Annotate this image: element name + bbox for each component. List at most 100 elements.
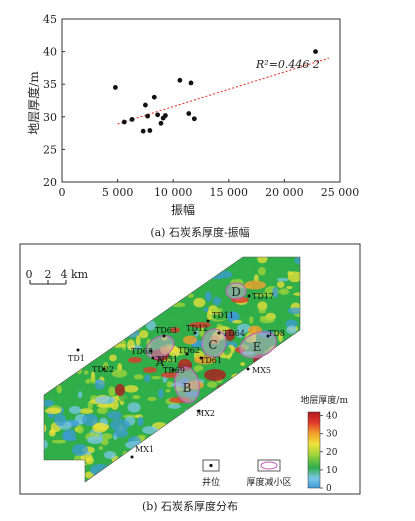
legend-well-dot xyxy=(209,463,213,468)
scatter-point xyxy=(129,117,135,122)
colorbar-tick-label: 10 xyxy=(326,466,338,476)
caption-a: (a) 石炭系厚度-振幅 xyxy=(150,225,249,239)
map-texture-cell xyxy=(223,346,232,356)
r-squared-annotation: R²=0.446 2 xyxy=(255,58,320,71)
trendline xyxy=(117,57,330,125)
scale-bar: 0 2 4 km xyxy=(26,268,89,285)
map-boundary xyxy=(43,256,301,483)
scatter-point xyxy=(140,128,146,134)
map-texture-cell xyxy=(285,325,297,335)
map-thin-cell xyxy=(54,414,66,426)
map-texture-cell xyxy=(276,277,289,282)
scatter-plot-frame xyxy=(61,18,341,183)
well-dot xyxy=(185,352,189,356)
zone-label: E xyxy=(253,340,262,354)
map-thin-cell xyxy=(142,426,158,434)
well-dot xyxy=(162,334,166,338)
map-texture-cell xyxy=(279,257,295,263)
map-texture-cell xyxy=(86,456,94,465)
map-texture-cell xyxy=(133,374,144,380)
x-tick-label: 10 000 xyxy=(154,186,193,199)
map-texture-cell xyxy=(165,388,171,393)
map-texture-cell xyxy=(294,257,300,265)
map-legend: 井位 厚度减小区 xyxy=(202,459,292,488)
map-texture-cell xyxy=(83,370,89,375)
legend-zone-label: 厚度减小区 xyxy=(246,476,291,488)
well-label: TD12 xyxy=(186,324,208,333)
well-label: TD51 xyxy=(156,355,178,364)
map-texture-cell xyxy=(245,257,255,261)
well-label: MX2 xyxy=(196,409,215,418)
map-texture-cell xyxy=(278,331,283,343)
map-texture-cell xyxy=(107,411,122,420)
well-dot xyxy=(171,368,175,372)
map-texture-cell xyxy=(127,402,141,413)
map-texture-cell xyxy=(96,403,112,408)
map-texture-cell xyxy=(276,319,282,330)
map-thin-cell xyxy=(64,429,76,441)
colorbar-title: 地层厚度/m xyxy=(300,394,348,406)
map-thin-cell xyxy=(104,451,116,459)
map-texture-cell xyxy=(217,270,233,279)
y-tick-label: 40 xyxy=(43,46,57,59)
legend-zone-ellipse xyxy=(260,461,278,470)
map-texture-cell xyxy=(216,323,223,328)
map-texture-cell xyxy=(253,274,259,283)
zone-label: D xyxy=(231,285,241,299)
map-texture-cell xyxy=(167,403,181,409)
map-thick-cell xyxy=(183,335,197,345)
map-texture-cell xyxy=(94,379,106,390)
map-thin-cell xyxy=(72,444,88,456)
well-label: MX5 xyxy=(252,366,271,375)
scatter-point xyxy=(177,77,183,83)
well-label: TD22 xyxy=(92,365,114,374)
map-texture-cell xyxy=(166,381,174,388)
well-dot xyxy=(266,334,270,338)
map-texture-cell xyxy=(44,439,48,450)
well-label: TD17 xyxy=(252,292,274,301)
zone-outline xyxy=(174,366,200,404)
map-thin-cell xyxy=(95,396,115,404)
colorbar-gradient xyxy=(307,411,321,489)
y-axis-label: 地层厚度/m xyxy=(26,71,41,135)
map-texture-cell xyxy=(259,317,275,324)
x-tick-label: 0 xyxy=(59,186,66,199)
map-texture-cell xyxy=(227,311,238,322)
zone-outline xyxy=(201,328,227,358)
x-tick-label: 15 000 xyxy=(210,186,249,199)
well-label: TD68 xyxy=(131,347,153,356)
map-texture-cell xyxy=(257,301,268,311)
map-texture-cell xyxy=(252,261,258,270)
colorbar-ticks: 0 10 20 30 40 xyxy=(320,412,338,494)
map-texture-cell xyxy=(213,312,227,321)
well-label: TD64 xyxy=(223,329,245,338)
map-texture-cell xyxy=(127,339,136,351)
scatter-point xyxy=(155,112,161,118)
colorbar-tick-label: 40 xyxy=(326,412,338,422)
map-texture-cell xyxy=(79,408,94,414)
map-texture-cell xyxy=(56,385,62,394)
map-texture-cell xyxy=(257,257,268,264)
well-dot xyxy=(151,356,155,360)
colorbar: 地层厚度/m 0 10 20 30 40 xyxy=(300,394,348,494)
scatter-point xyxy=(191,116,197,122)
map-texture-cell xyxy=(293,292,300,296)
zone-label: A xyxy=(155,355,165,369)
map-texture-cell xyxy=(111,369,128,378)
map-texture-cell xyxy=(232,319,243,324)
well-dot xyxy=(246,367,250,371)
well-label: TD1 xyxy=(68,354,85,363)
map-texture-cell xyxy=(276,281,285,288)
colorbar-tick-label: 20 xyxy=(326,448,338,458)
map-texture-cell xyxy=(199,326,205,337)
map-texture-cell xyxy=(158,388,164,399)
caption-b: (b) 石炭系厚度分布 xyxy=(142,499,238,513)
map-texture-cell xyxy=(207,381,218,388)
map-texture-cell xyxy=(139,330,149,339)
map-texture-cell xyxy=(238,309,248,316)
scatter-point xyxy=(121,119,127,125)
scale-tick-0: 0 xyxy=(26,268,33,281)
map-texture-cell xyxy=(272,286,279,298)
map-texture-cell xyxy=(286,286,293,290)
